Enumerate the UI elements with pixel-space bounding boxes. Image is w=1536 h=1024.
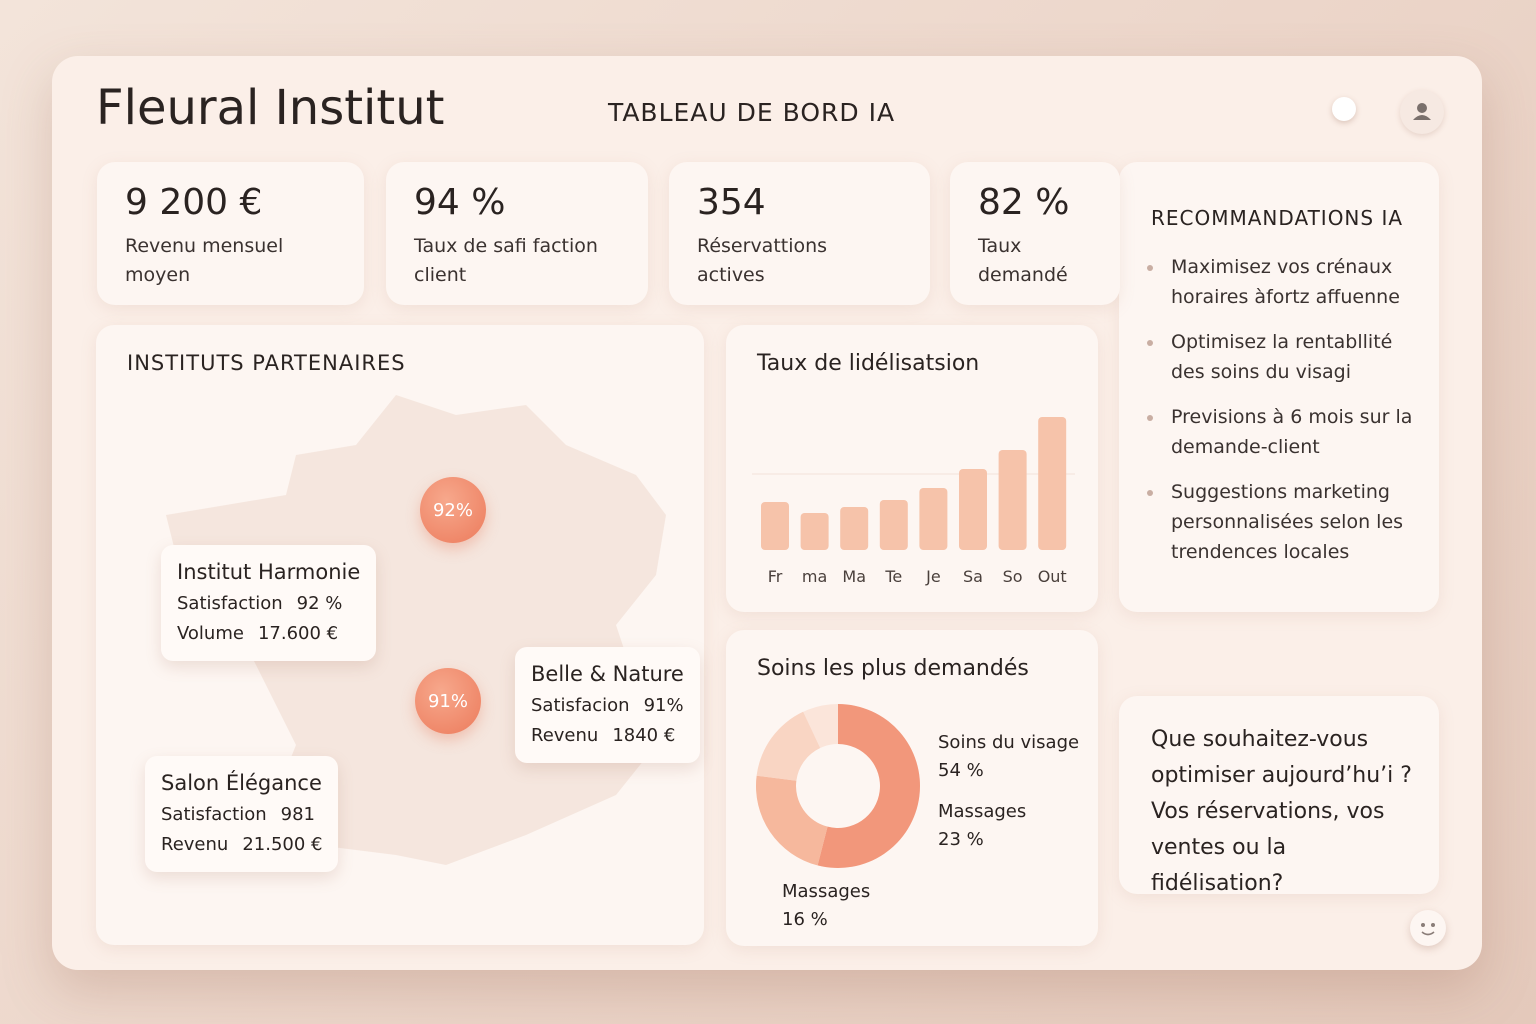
assistant-icon [1421, 923, 1435, 936]
page-title: TABLEAU DE BORD IA [608, 98, 896, 127]
x-tick-label: Te [884, 567, 902, 586]
section-title: INSTITUTS PARTENAIRES [127, 351, 406, 375]
value-label: 54 % [938, 760, 984, 781]
partner-row: Revenu 1840 € [531, 721, 684, 751]
partner-name: Belle & Nature [531, 662, 684, 686]
legend-label: Massages [938, 801, 1026, 822]
recommendation: Optimisez la rentabllité des soins du vi… [1147, 327, 1417, 387]
x-tick-label: ma [802, 567, 827, 586]
bar [761, 502, 789, 550]
section-title: RECOMMANDATIONS IA [1151, 206, 1404, 230]
partner-row: Revenu 21.500 € [161, 830, 322, 860]
partner-card: Salon Élégance Satisfaction 981 Revenu 21.50… [145, 756, 339, 872]
chart-title: Taux de lidélisatsion [757, 351, 980, 376]
legend-label: Soins du visage [938, 732, 1079, 753]
recommendation: Maximisez vos crénaux horaires àfortz af… [1147, 252, 1417, 312]
row-value: 21.500 € [242, 834, 323, 855]
assistant-message: Que souhaitez-vous optimiser aujourd’hu’… [1151, 727, 1412, 896]
x-tick-label: Sa [963, 567, 983, 586]
row-value: 1840 € [612, 725, 676, 746]
row-label: Satisfaction [177, 593, 283, 614]
donut-segment [817, 704, 920, 868]
kpi-label: Réservattions actives [697, 235, 828, 286]
bar [998, 450, 1027, 550]
assistant-button[interactable] [1410, 910, 1446, 946]
bar [919, 488, 948, 550]
services-panel: Soins les plus demandés [726, 630, 1098, 946]
row-value: 17.600 € [257, 623, 339, 644]
partner-row: Satisfaction 981 [161, 800, 322, 830]
recommendation: Suggestions marketing personnalisées sel… [1147, 477, 1417, 567]
bar [879, 500, 908, 550]
map-marker[interactable]: 92% [420, 477, 486, 543]
user-avatar[interactable] [1400, 90, 1444, 134]
avatar-icon [1413, 103, 1431, 120]
kpi-card: 9 200 € Revenu mensuel moyen [97, 162, 364, 305]
kpi-value: 354 [697, 182, 766, 223]
bar [959, 469, 987, 550]
value-label: 16 % [782, 909, 828, 930]
row-value: 981 [280, 804, 315, 825]
row-value: 92 % [296, 593, 343, 614]
partner-card: Institut Harmonie Satisfaction 92 % Volume 1… [161, 545, 377, 661]
row-value: 91% [643, 695, 684, 716]
partner-row: Volume 17.600 € [177, 619, 360, 649]
map-marker[interactable]: 91% [415, 668, 481, 734]
row-label: Satisfacion [531, 695, 630, 716]
brand: Fleural Institut [96, 80, 445, 136]
assistant-bubble: Que souhaitez-vous optimiser aujourd’hu’… [1119, 696, 1439, 896]
partner-name: Institut Harmonie [177, 560, 361, 584]
partner-name: Salon Élégance [161, 771, 322, 795]
partner-card: Belle & Nature Satisfacion 91% Revenu 1840 € [515, 647, 700, 763]
value-label: 23 % [938, 829, 984, 850]
row-label: Revenu [531, 725, 599, 746]
bar [840, 507, 869, 550]
x-tick-label: So [1003, 567, 1023, 586]
recommendations-panel: RECOMMANDATIONS IA Maximisez vos crénaux… [1119, 162, 1439, 612]
partner-row: Satisfaction 92 % [177, 589, 360, 619]
donut-segment [756, 775, 828, 866]
kpi-value: 94 % [414, 182, 506, 223]
kpi-label: Taux demandé [978, 235, 1068, 286]
status-icon[interactable] [1332, 97, 1356, 121]
loyalty-panel: Taux de lidélisatsion [726, 325, 1098, 612]
chart-title: Soins les plus demandés [757, 656, 1029, 681]
row-label: Satisfaction [161, 804, 267, 825]
x-tick-label: Out [1038, 567, 1067, 586]
kpi-card: 354 Réservattions actives [669, 162, 930, 305]
row-label: Volume [177, 623, 244, 644]
x-tick-label: Fr [768, 567, 783, 586]
bar [800, 513, 829, 550]
kpi-value: 82 % [978, 182, 1070, 223]
bar [1038, 417, 1067, 550]
kpi-label: Taux de safi faction client [414, 235, 598, 286]
kpi-label: Revenu mensuel moyen [125, 235, 284, 286]
donut-segment [756, 711, 821, 781]
x-tick-label: Je [925, 567, 941, 586]
kpi-card: 82 % Taux demandé [950, 162, 1120, 305]
recommendation-list: Maximisez vos crénaux horaires àfortz af… [1147, 252, 1417, 582]
x-tick-label: Ma [842, 567, 866, 586]
kpi-card: 94 % Taux de safi faction client [386, 162, 648, 305]
partner-row: Satisfacion 91% [531, 691, 684, 721]
row-label: Revenu [161, 834, 229, 855]
recommendation: Previsions à 6 mois sur la demande-clien… [1147, 402, 1417, 462]
legend-label: Massages [782, 881, 870, 902]
kpi-value: 9 200 € [125, 182, 263, 223]
